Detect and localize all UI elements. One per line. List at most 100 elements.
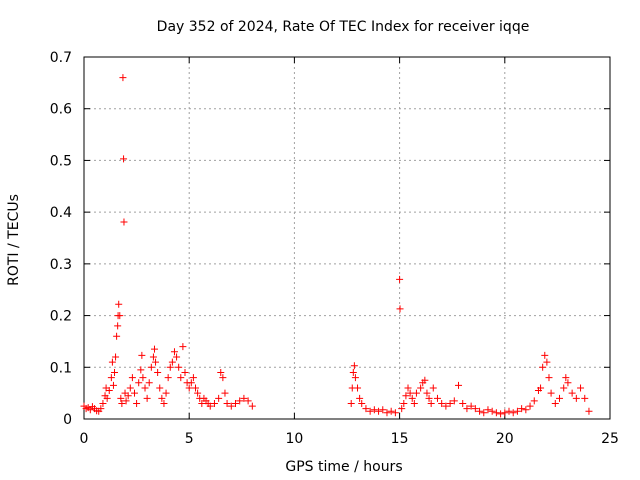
data-point xyxy=(459,399,467,407)
data-point xyxy=(177,374,185,382)
data-point xyxy=(427,399,435,407)
data-point xyxy=(564,379,572,387)
data-point xyxy=(383,409,391,417)
data-point xyxy=(349,368,357,376)
data-point xyxy=(400,399,408,407)
data-point xyxy=(219,374,227,382)
data-point xyxy=(476,407,484,415)
x-axis-label: GPS time / hours xyxy=(285,459,402,475)
data-point xyxy=(446,399,454,407)
data-point xyxy=(179,343,187,351)
data-point xyxy=(455,381,463,389)
data-point xyxy=(408,394,416,402)
data-point xyxy=(109,381,117,389)
data-point xyxy=(206,402,214,410)
data-point xyxy=(425,394,433,402)
data-point xyxy=(108,358,116,366)
data-point xyxy=(379,406,387,414)
data-point xyxy=(560,384,568,392)
data-point xyxy=(354,384,362,392)
data-point xyxy=(221,389,229,397)
data-point xyxy=(138,351,146,359)
data-point xyxy=(410,399,418,407)
data-point xyxy=(467,402,475,410)
data-point xyxy=(547,389,555,397)
data-point xyxy=(210,399,218,407)
data-point xyxy=(160,399,168,407)
data-point xyxy=(433,394,441,402)
data-point xyxy=(158,394,166,402)
data-point xyxy=(137,366,145,374)
data-point xyxy=(562,374,570,382)
data-point xyxy=(581,394,589,402)
data-point xyxy=(568,389,576,397)
data-point xyxy=(120,218,128,226)
data-point xyxy=(423,389,431,397)
data-point xyxy=(150,345,158,353)
data-point xyxy=(189,374,197,382)
data-point xyxy=(97,405,105,413)
data-point xyxy=(492,409,500,417)
data-point xyxy=(551,399,559,407)
data-point xyxy=(143,394,151,402)
data-point xyxy=(149,353,157,361)
data-point xyxy=(111,368,119,376)
data-point xyxy=(192,384,200,392)
x-tick-label: 25 xyxy=(601,431,619,447)
data-point xyxy=(119,74,127,82)
data-point xyxy=(442,402,450,410)
data-point xyxy=(398,405,406,413)
plot-frame xyxy=(83,56,611,420)
data-point xyxy=(152,358,160,366)
x-tick-label: 10 xyxy=(285,431,303,447)
y-tick-label: 0.7 xyxy=(50,50,72,66)
data-point xyxy=(429,384,437,392)
x-tick-label: 15 xyxy=(391,431,409,447)
data-point xyxy=(522,406,530,414)
data-point xyxy=(115,300,123,308)
data-point xyxy=(215,394,223,402)
data-point xyxy=(356,394,364,402)
data-point xyxy=(99,399,107,407)
y-tick-label: 0.4 xyxy=(50,205,72,221)
data-point xyxy=(366,407,374,415)
data-point xyxy=(120,155,128,163)
data-point xyxy=(139,374,147,382)
data-point xyxy=(248,402,256,410)
data-point xyxy=(351,374,359,382)
data-point xyxy=(244,397,252,405)
data-point xyxy=(387,407,395,415)
data-point xyxy=(509,409,517,417)
data-point xyxy=(362,405,370,413)
data-point xyxy=(126,384,134,392)
data-point xyxy=(170,348,178,356)
data-point xyxy=(513,407,521,415)
data-point xyxy=(406,389,414,397)
grid-layer xyxy=(84,57,610,419)
x-tick-label: 5 xyxy=(185,431,194,447)
data-point xyxy=(543,358,551,366)
y-tick-label: 0.2 xyxy=(50,309,72,325)
data-point xyxy=(128,374,136,382)
data-point xyxy=(231,399,239,407)
data-point xyxy=(118,399,126,407)
data-point xyxy=(358,399,366,407)
y-tick-label: 0.3 xyxy=(50,257,72,273)
data-point xyxy=(181,368,189,376)
data-point xyxy=(545,374,553,382)
data-point xyxy=(572,394,580,402)
data-point xyxy=(463,405,471,413)
data-point xyxy=(488,407,496,415)
data-point xyxy=(107,374,115,382)
data-point xyxy=(585,407,593,415)
ticks-layer: 0 5 10 15 20 25 0 0.1 0.2 0.3 0.4 0.5 0.6 0.7 xyxy=(50,50,619,447)
x-tick-label: 20 xyxy=(496,431,514,447)
data-point xyxy=(537,384,545,392)
data-point xyxy=(145,379,153,387)
data-point xyxy=(147,363,155,371)
data-point xyxy=(530,397,538,405)
data-point xyxy=(105,387,113,395)
data-point xyxy=(116,312,124,320)
y-axis-label: ROTI / TECUs xyxy=(6,194,22,286)
